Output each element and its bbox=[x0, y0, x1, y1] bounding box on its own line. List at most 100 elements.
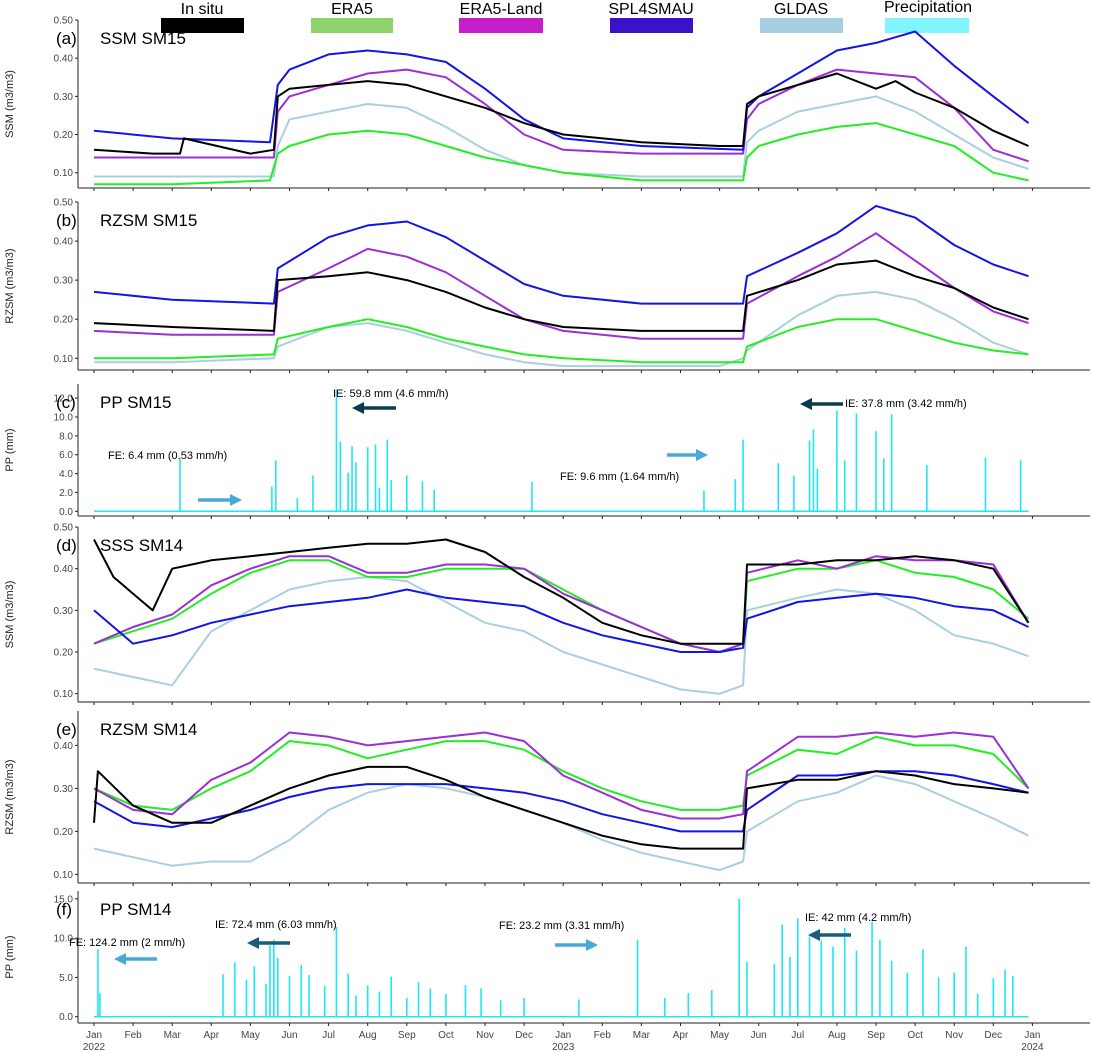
x-tick-label: Jul bbox=[791, 1030, 804, 1041]
y-tick-label: 0.10 bbox=[54, 354, 74, 365]
legend-item-in-situ: In situ bbox=[161, 1, 244, 33]
y-tick-label: 4.0 bbox=[59, 469, 73, 480]
y-tick-label: 0.20 bbox=[54, 315, 74, 326]
y-tick-label: 10.0 bbox=[54, 413, 74, 424]
x-tick-label: Dec bbox=[515, 1030, 533, 1041]
panel-b: 0.10 0.20 0.30 0.40 0.50 RZSM (m3/m3) (b) RZSM … bbox=[4, 198, 1090, 373]
y-tick-label: 0.30 bbox=[54, 606, 74, 617]
annotation-fe-f1: FE: 124.2 mm (2 mm/h) bbox=[69, 937, 185, 949]
legend-label: ERA5 bbox=[331, 1, 373, 18]
y-axis-label: RZSM (m3/m3) bbox=[4, 759, 16, 834]
panel-title: PP SM15 bbox=[100, 393, 172, 412]
y-tick-label: 0.40 bbox=[54, 54, 74, 65]
annotations-panel-f: FE: 124.2 mm (2 mm/h) IE: 72.4 mm (6.03 … bbox=[69, 912, 911, 965]
legend-item-era5: ERA5 bbox=[311, 1, 393, 33]
series-line-in-situ bbox=[93, 538, 1030, 645]
x-tick-label: Sep bbox=[867, 1030, 885, 1041]
legend-swatch bbox=[311, 18, 393, 33]
arrow-left-icon bbox=[808, 929, 851, 941]
series-line-spl4smau bbox=[93, 204, 1029, 305]
series-line-era5 bbox=[93, 735, 1030, 811]
legend: In situ ERA5 ERA5-Land SPL4SMAU GLDAS Pr… bbox=[161, 0, 972, 33]
panel-title: PP SM14 bbox=[100, 900, 172, 919]
legend-label: SPL4SMAU bbox=[608, 1, 693, 18]
x-tick-label: Dec bbox=[984, 1030, 1002, 1041]
x-axis-labels: Jan Feb Mar Apr May Jun Jul Aug Sep Oct Nov Dec Jan F… bbox=[83, 1030, 1044, 1052]
x-year-label: 2023 bbox=[552, 1042, 575, 1052]
arrow-left-icon bbox=[247, 937, 290, 949]
panel-d: 0.10 0.20 0.30 0.40 0.50 SSM (m3/m3) (d) SSS SM… bbox=[4, 523, 1090, 705]
panel-f: 0.0 5.0 10.0 15.0 PP (mm) (f) PP SM14 bbox=[4, 891, 1090, 1026]
panel-title: SSM SM15 bbox=[100, 29, 186, 48]
panel-title: RZSM SM14 bbox=[100, 720, 197, 739]
y-tick-label: 0.10 bbox=[54, 168, 74, 179]
x-tick-label: Aug bbox=[828, 1030, 846, 1041]
y-tick-label: 0.40 bbox=[54, 741, 74, 752]
legend-label: Precipitation bbox=[884, 0, 972, 16]
y-tick-label: 0.20 bbox=[54, 130, 74, 141]
series-line-era5-land bbox=[93, 555, 1030, 653]
x-tick-label: Jan bbox=[86, 1030, 102, 1041]
y-tick-label: 0.10 bbox=[54, 870, 74, 881]
y-axis-label: PP (mm) bbox=[4, 935, 16, 978]
x-tick-label: Jun bbox=[281, 1030, 297, 1041]
series-line-in-situ bbox=[93, 259, 1029, 332]
arrow-left-icon bbox=[352, 402, 396, 414]
x-year-label: 2022 bbox=[83, 1042, 106, 1052]
legend-label: In situ bbox=[181, 1, 224, 18]
series-line-era5-land bbox=[93, 731, 1030, 820]
y-axis-label: PP (mm) bbox=[4, 428, 16, 471]
chart-panels: 0.10 0.20 0.30 0.40 0.50 SSM (m3/m3) (a) SSM SM… bbox=[4, 16, 1090, 1052]
y-axis-label: RZSM (m3/m3) bbox=[4, 248, 16, 323]
x-tick-label: Sep bbox=[398, 1030, 416, 1041]
annotation-ie-c2: IE: 37.8 mm (3.42 mm/h) bbox=[845, 398, 967, 410]
y-tick-label: 2.0 bbox=[59, 488, 73, 499]
legend-label: ERA5-Land bbox=[460, 1, 543, 18]
y-tick-label: 0.10 bbox=[54, 689, 74, 700]
y-tick-label: 12.0 bbox=[54, 394, 74, 405]
x-tick-label: Oct bbox=[907, 1030, 923, 1041]
panel-a: 0.10 0.20 0.30 0.40 0.50 SSM (m3/m3) (a) SSM SM… bbox=[4, 16, 1090, 191]
arrow-left-icon bbox=[114, 953, 157, 965]
y-tick-label: 6.0 bbox=[59, 450, 73, 461]
x-tick-label: Jan bbox=[555, 1030, 571, 1041]
y-tick-label: 15.0 bbox=[54, 894, 74, 905]
x-tick-label: Nov bbox=[476, 1030, 494, 1041]
y-tick-label: 0.30 bbox=[54, 784, 74, 795]
y-tick-label: 0.40 bbox=[54, 564, 74, 575]
annotation-ie-f1: IE: 72.4 mm (6.03 mm/h) bbox=[215, 919, 337, 931]
annotations-panel-c: IE: 59.8 mm (4.6 mm/h) FE: 6.4 mm (0.53 … bbox=[108, 388, 967, 506]
x-tick-label: Mar bbox=[164, 1030, 182, 1041]
panel-title: RZSM SM15 bbox=[100, 211, 197, 230]
legend-item-precipitation: Precipitation bbox=[884, 0, 972, 33]
legend-swatch bbox=[760, 18, 843, 33]
annotation-fe-f2: FE: 23.2 mm (3.31 mm/h) bbox=[499, 920, 624, 932]
x-tick-label: Feb bbox=[124, 1030, 142, 1041]
y-tick-label: 0.20 bbox=[54, 648, 74, 659]
annotation-ie-c1: IE: 59.8 mm (4.6 mm/h) bbox=[333, 388, 449, 400]
x-tick-label: Apr bbox=[673, 1030, 689, 1041]
arrow-right-icon bbox=[198, 494, 242, 506]
y-tick-label: 0.0 bbox=[59, 1012, 73, 1023]
panel-e: 0.10 0.20 0.30 0.40 RZSM (m3/m3) (e) RZSM SM14 bbox=[4, 711, 1090, 886]
series-line-era5 bbox=[94, 318, 1029, 364]
x-tick-label: Nov bbox=[945, 1030, 963, 1041]
y-tick-label: 0.20 bbox=[54, 827, 74, 838]
series-line-spl4smau bbox=[93, 30, 1030, 151]
x-tick-label: Feb bbox=[594, 1030, 612, 1041]
annotation-ie-f2: IE: 42 mm (4.2 mm/h) bbox=[805, 912, 911, 924]
x-tick-label: Jan bbox=[1024, 1030, 1040, 1041]
panel-letter: (d) bbox=[56, 536, 77, 555]
panel-letter: (b) bbox=[56, 211, 77, 230]
legend-item-era5-land: ERA5-Land bbox=[459, 1, 543, 33]
series-line-in-situ bbox=[93, 765, 1029, 850]
panel-c: 0.0 2.0 4.0 6.0 8.0 10.0 12.0 PP (mm) (c) PP SM15 bbox=[4, 384, 1090, 519]
legend-swatch bbox=[885, 18, 969, 33]
x-tick-label: Apr bbox=[204, 1030, 220, 1041]
legend-swatch bbox=[610, 18, 693, 33]
y-tick-label: 5.0 bbox=[59, 973, 73, 984]
series-line-spl4smau bbox=[93, 588, 1029, 653]
legend-swatch bbox=[459, 18, 543, 33]
legend-label: GLDAS bbox=[774, 1, 828, 18]
